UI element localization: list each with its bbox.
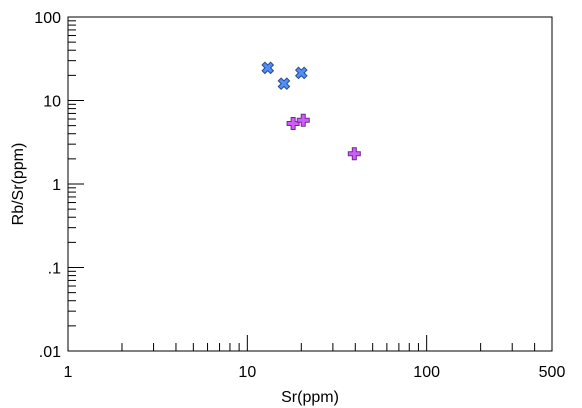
x-tick-label: 500	[539, 364, 566, 381]
x-axis-label: Sr(ppm)	[281, 389, 339, 406]
y-tick-label: .01	[39, 344, 61, 361]
x-tick-label: 100	[413, 364, 440, 381]
plot-frame	[67, 16, 553, 352]
axis-ticks	[68, 20, 553, 351]
x-marker-point	[261, 61, 275, 75]
y-tick-label: 10	[43, 94, 61, 111]
y-tick-label: 1	[52, 177, 61, 194]
plus-marker-point	[347, 147, 361, 161]
plus-marker-point	[296, 113, 310, 127]
x-tick-label: 10	[238, 364, 256, 381]
tick-labels: 1 10 100 500 .01 .1 1 10 100	[34, 10, 565, 381]
plus-marker-point	[286, 117, 300, 131]
y-axis-label: Rb/Sr(ppm)	[10, 143, 27, 226]
x-marker-point	[294, 66, 308, 80]
x-marker-point	[277, 77, 291, 91]
data-points	[261, 61, 361, 161]
y-tick-label: 100	[34, 10, 61, 27]
x-tick-label: 1	[64, 364, 73, 381]
y-tick-label: .1	[48, 261, 61, 278]
